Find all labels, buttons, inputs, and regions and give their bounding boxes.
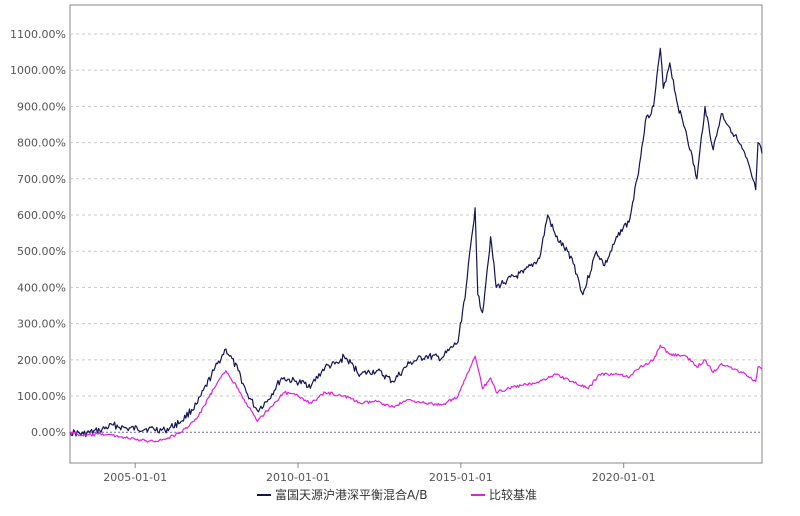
x-tick-label: 2020-01-01 bbox=[592, 471, 656, 484]
plot-border bbox=[69, 4, 763, 464]
y-tick-label: 800.00% bbox=[17, 137, 66, 150]
y-tick-label: 900.00% bbox=[17, 100, 66, 113]
x-tick-label: 2015-01-01 bbox=[429, 471, 493, 484]
y-tick-label: 0.00% bbox=[31, 426, 66, 439]
y-tick-label: 300.00% bbox=[17, 318, 66, 331]
legend-label-0: 富国天源沪港深平衡混合A/B bbox=[275, 487, 428, 502]
legend-label-1: 比较基准 bbox=[489, 487, 537, 502]
y-axis: 0.00% 100.00% 200.00% 300.00% 400.00% 500.00%… bbox=[10, 28, 66, 439]
grid-lines bbox=[70, 33, 762, 397]
y-tick-label: 1100.00% bbox=[10, 28, 66, 41]
y-tick-label: 400.00% bbox=[17, 281, 66, 294]
y-tick-label: 500.00% bbox=[17, 245, 66, 258]
series-line-1 bbox=[69, 344, 763, 443]
series-lines bbox=[69, 47, 763, 443]
y-tick-label: 200.00% bbox=[17, 354, 66, 367]
x-tick-label: 2010-01-01 bbox=[266, 471, 330, 484]
y-tick-label: 1000.00% bbox=[10, 64, 66, 77]
y-tick-label: 600.00% bbox=[17, 209, 66, 222]
series-line-0 bbox=[69, 47, 763, 438]
y-tick-label: 700.00% bbox=[17, 173, 66, 186]
x-tick-label: 2005-01-01 bbox=[103, 471, 167, 484]
legend: 富国天源沪港深平衡混合A/B 比较基准 bbox=[257, 487, 537, 502]
y-tick-label: 100.00% bbox=[17, 390, 66, 403]
x-axis: 2005-01-01 2010-01-01 2015-01-01 2020-01-01 bbox=[103, 463, 656, 484]
